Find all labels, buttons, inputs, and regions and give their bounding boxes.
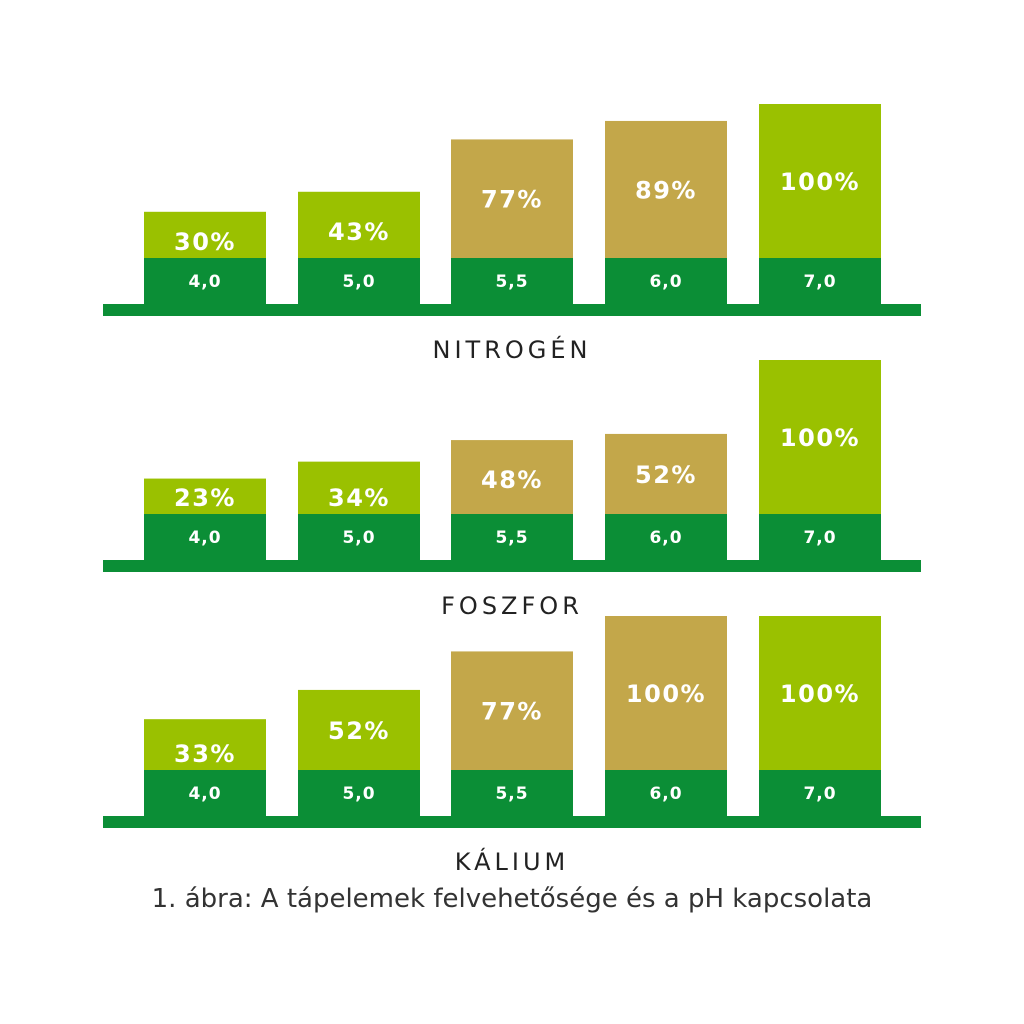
data-label: 52% — [328, 717, 390, 745]
bar — [298, 191, 420, 258]
data-label: 48% — [481, 466, 543, 494]
ph-band — [451, 258, 573, 304]
ph-band — [759, 770, 881, 816]
tick-label: 6,0 — [649, 272, 682, 292]
tick-label: 5,0 — [342, 528, 375, 548]
data-label: 100% — [626, 680, 706, 708]
baseline — [103, 816, 921, 828]
ph-band — [759, 514, 881, 560]
bar — [144, 478, 266, 514]
bar — [605, 616, 727, 770]
bar — [298, 461, 420, 514]
bar — [144, 211, 266, 258]
tick-label: 6,0 — [649, 528, 682, 548]
data-label: 100% — [780, 680, 860, 708]
data-label: 89% — [635, 176, 697, 204]
ph-band — [759, 258, 881, 304]
data-label: 34% — [328, 484, 390, 512]
data-label: 23% — [174, 484, 236, 512]
tick-label: 7,0 — [803, 272, 836, 292]
bar — [605, 120, 727, 258]
panel-title: NITROGÉN — [433, 335, 592, 364]
ph-band — [605, 514, 727, 560]
tick-label: 5,5 — [495, 272, 528, 292]
tick-label: 4,0 — [188, 784, 221, 804]
ph-band — [451, 770, 573, 816]
ph-band — [451, 514, 573, 560]
chart-panel-2: 23% 4,0 34% 5,0 48% 5,5 52% 6,0 100% 7,0 FOSZFOR — [103, 360, 921, 620]
tick-label: 7,0 — [803, 528, 836, 548]
bar — [451, 139, 573, 258]
ph-band — [605, 258, 727, 304]
bar — [605, 433, 727, 514]
data-label: 100% — [780, 168, 860, 196]
ph-band — [298, 258, 420, 304]
bar — [298, 689, 420, 770]
ph-band — [298, 770, 420, 816]
ph-band — [144, 514, 266, 560]
bar — [759, 616, 881, 770]
data-label: 77% — [481, 186, 543, 214]
ph-band — [144, 258, 266, 304]
bar — [759, 360, 881, 514]
data-label: 43% — [328, 218, 390, 246]
tick-label: 4,0 — [188, 528, 221, 548]
figure-caption: 1. ábra: A tápelemek felvehetősége és a … — [151, 884, 873, 914]
data-label: 100% — [780, 424, 860, 452]
baseline — [103, 560, 921, 572]
tick-label: 7,0 — [803, 784, 836, 804]
ph-band — [605, 770, 727, 816]
ph-band — [144, 770, 266, 816]
tick-label: 5,5 — [495, 528, 528, 548]
tick-label: 5,0 — [342, 272, 375, 292]
data-label: 77% — [481, 698, 543, 726]
panel-title: KÁLIUM — [455, 847, 569, 876]
baseline — [103, 304, 921, 316]
tick-label: 4,0 — [188, 272, 221, 292]
bar — [144, 719, 266, 770]
bar — [759, 104, 881, 258]
tick-label: 6,0 — [649, 784, 682, 804]
tick-label: 5,0 — [342, 784, 375, 804]
chart-panel-1: 30% 4,0 43% 5,0 77% 5,5 89% 6,0 100% 7,0 NITROGÉN — [103, 104, 921, 364]
tick-label: 5,5 — [495, 784, 528, 804]
ph-band — [298, 514, 420, 560]
data-label: 30% — [174, 228, 236, 256]
chart-panel-3: 33% 4,0 52% 5,0 77% 5,5 100% 6,0 100% 7,0 KÁLIUM — [103, 616, 921, 876]
data-label: 52% — [635, 461, 697, 489]
data-label: 33% — [174, 740, 236, 768]
panel-title: FOSZFOR — [441, 592, 583, 620]
bar — [451, 440, 573, 514]
bar — [451, 651, 573, 770]
